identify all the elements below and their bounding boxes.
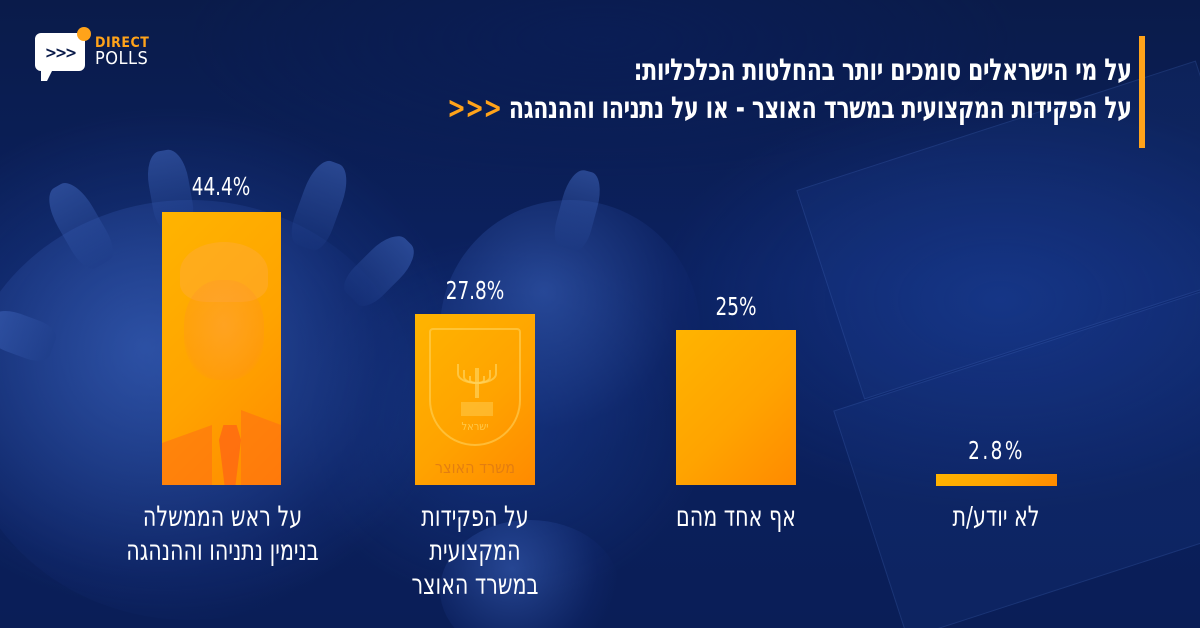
value-label-3: 25% (715, 292, 757, 321)
logo-text: DIRECT POLLS (95, 36, 149, 68)
portrait-suit (241, 410, 281, 485)
category-label-2-line-2: המקצועית (429, 534, 521, 567)
category-label-3: אף אחד מהם (654, 500, 818, 534)
category-label-1: על ראש הממשלה בנימין נתניהו וההנהגה (114, 500, 331, 568)
bar-dont-know (936, 474, 1057, 486)
value-label-1: 44.4% (191, 172, 251, 201)
category-label-2-line-3: במשרד האוצר (411, 568, 539, 601)
bar-treasury-officials: ישראל משרד האוצר (415, 314, 535, 485)
emblem-base (461, 402, 493, 416)
bar-netanyahu (162, 212, 281, 485)
portrait-face (184, 280, 264, 380)
chart-title: על מי הישראלים סומכים יותר בהחלטות הכלכל… (297, 52, 1133, 128)
category-label-1-line-1: על ראש הממשלה (142, 500, 303, 533)
emblem-text: ישראל (461, 420, 489, 433)
category-label-4-line-1: לא יודע/ת (952, 500, 1040, 533)
virus-spike-decoration (0, 304, 60, 366)
direct-polls-logo: >>> DIRECT POLLS (35, 27, 149, 81)
logo-polls: POLLS (95, 48, 149, 69)
portrait-suit (162, 425, 212, 485)
category-label-3-line-1: אף אחד מהם (676, 500, 796, 533)
logo-direct: DIRECT (95, 35, 150, 51)
virus-spike-decoration (285, 155, 355, 255)
title-arrows-icon: <<< (447, 91, 503, 126)
value-label-4: 2.8% (968, 436, 1025, 465)
virus-spike-decoration (337, 227, 423, 313)
category-label-2: על הפקידות המקצועית במשרד האוצר (393, 500, 557, 602)
virus-spike-decoration (40, 176, 120, 274)
logo-arrows: >>> (44, 42, 77, 62)
portrait-tie (219, 425, 241, 485)
category-label-1-line-2: בנימין נתניהו וההנהגה (126, 534, 319, 567)
menorah-icon (455, 348, 499, 398)
chat-bubble-icon: >>> (35, 27, 91, 81)
category-label-4: לא יודע/ת (914, 500, 1078, 534)
bar-neither (676, 330, 796, 485)
state-emblem-icon: ישראל (429, 328, 521, 446)
value-label-2: 27.8% (445, 276, 505, 305)
category-label-2-line-1: על הפקידות (421, 500, 529, 533)
title-line-1: על מי הישראלים סומכים יותר בהחלטות הכלכל… (634, 53, 1132, 88)
title-accent-bar (1139, 36, 1145, 148)
virus-spike-decoration (550, 166, 606, 254)
ministry-text: משרד האוצר (434, 458, 516, 477)
title-line-2: על הפקידות המקצועית במשרד האוצר - או על … (447, 90, 1133, 128)
title-line-2-text: על הפקידות המקצועית במשרד האוצר - או על … (509, 91, 1132, 126)
logo-dot-icon (77, 27, 91, 41)
